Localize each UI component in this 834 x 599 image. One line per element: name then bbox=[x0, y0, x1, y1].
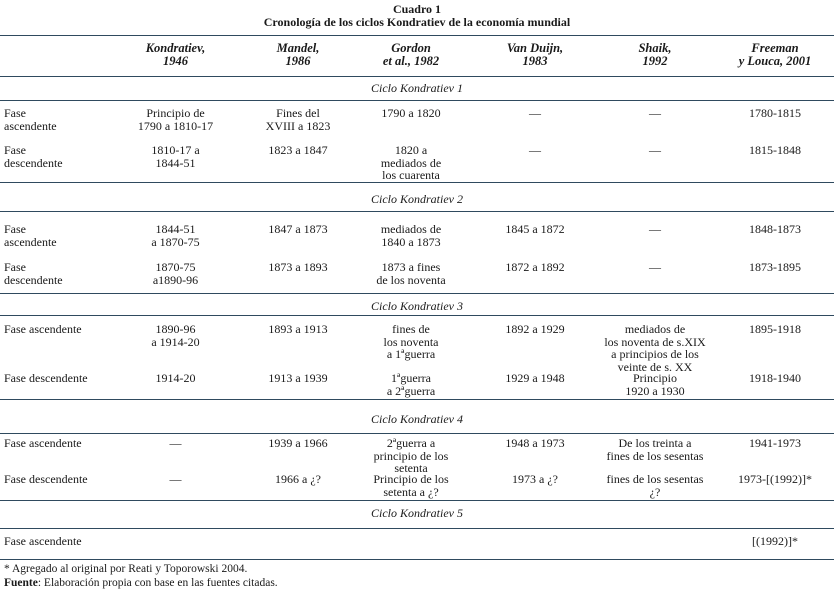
rule bbox=[0, 559, 834, 560]
table-cell: — bbox=[529, 143, 541, 157]
table-cell: 1893 a 1913 bbox=[268, 322, 328, 336]
cycle-heading: Ciclo Kondratiev 5 bbox=[371, 506, 463, 520]
table-cell: 1820 a mediados de los cuarenta bbox=[380, 143, 442, 182]
rule bbox=[0, 433, 834, 434]
phase-label: Fase ascendente bbox=[4, 222, 57, 249]
cycle-heading: Ciclo Kondratiev 2 bbox=[371, 192, 463, 206]
table-cell: Principio de los setenta a ¿? bbox=[373, 472, 449, 499]
source-note: Fuente: Elaboración propia con base en l… bbox=[4, 577, 278, 590]
cycle-heading: Ciclo Kondratiev 1 bbox=[371, 81, 463, 95]
table-cell: 1918-1940 bbox=[749, 371, 801, 385]
rule bbox=[0, 399, 834, 400]
table-cell: fines de los noventa a 1ªguerra bbox=[383, 322, 439, 361]
table-cell: fines de los sesentas ¿? bbox=[606, 472, 704, 499]
table-cell: 1890-96 a 1914-20 bbox=[151, 322, 200, 349]
table-cell: — bbox=[529, 106, 541, 120]
table-cell: 1823 a 1847 bbox=[268, 143, 328, 157]
table-cell: 1845 a 1872 bbox=[505, 222, 565, 236]
table-cell: 1973 a ¿? bbox=[512, 472, 558, 486]
column-header: Gordon et al., 1982 bbox=[382, 41, 440, 68]
column-header: Kondratiev, 1946 bbox=[145, 41, 206, 68]
table-cell: 1ªguerra a 2ªguerra bbox=[386, 371, 436, 398]
rule bbox=[0, 315, 834, 316]
table-number: Cuadro 1 bbox=[392, 2, 442, 16]
phase-label: Fase descendente bbox=[4, 472, 88, 486]
table-cell: [(1992)]* bbox=[752, 534, 798, 548]
phase-label: Fase ascendente bbox=[4, 534, 82, 548]
source-label: Fuente bbox=[4, 577, 38, 589]
rule bbox=[0, 100, 834, 101]
phase-label: Fase descendente bbox=[4, 143, 63, 170]
footnote: * Agregado al original por Reati y Topor… bbox=[4, 563, 248, 575]
table-cell: mediados de 1840 a 1873 bbox=[380, 222, 442, 249]
rule bbox=[0, 76, 834, 77]
table-cell: De los treinta a fines de los sesentas bbox=[606, 436, 704, 463]
table-cell: 2ªguerra a principio de los setenta bbox=[373, 436, 449, 475]
rule bbox=[0, 211, 834, 212]
table-cell: 1844-51 a 1870-75 bbox=[151, 222, 200, 249]
table-cell: — bbox=[649, 143, 661, 157]
phase-label: Fase descendente bbox=[4, 371, 88, 385]
table-cell: 1780-1815 bbox=[749, 106, 801, 120]
table-cell: 1848-1873 bbox=[749, 222, 801, 236]
table-cell: 1913 a 1939 bbox=[268, 371, 328, 385]
table-cell: 1873-1895 bbox=[749, 260, 801, 274]
table-cell: 1810-17 a 1844-51 bbox=[151, 143, 200, 170]
source-text: : Elaboración propia con base en las fue… bbox=[37, 577, 278, 589]
rule bbox=[0, 182, 834, 183]
table-cell: 1892 a 1929 bbox=[505, 322, 565, 336]
column-header: Freeman y Louca, 2001 bbox=[738, 41, 812, 68]
rule bbox=[0, 528, 834, 529]
table-cell: Principio de 1790 a 1810-17 bbox=[137, 106, 214, 133]
table-cell: 1966 a ¿? bbox=[275, 472, 321, 486]
table-cell: 1914-20 bbox=[155, 371, 196, 385]
table-cell: Fines del XVIII a 1823 bbox=[265, 106, 331, 133]
phase-label: Fase ascendente bbox=[4, 322, 82, 336]
table-cell: 1873 a 1893 bbox=[268, 260, 328, 274]
column-header: Van Duijn, 1983 bbox=[506, 41, 564, 68]
table-cell: 1973-[(1992)]* bbox=[738, 472, 812, 486]
cycle-heading: Ciclo Kondratiev 4 bbox=[371, 412, 463, 426]
table-cell: 1872 a 1892 bbox=[505, 260, 565, 274]
rule bbox=[0, 35, 834, 36]
table-cell: Principio 1920 a 1930 bbox=[625, 371, 685, 398]
rule bbox=[0, 500, 834, 501]
table-cell: 1870-75 a1890-96 bbox=[152, 260, 199, 287]
table-cell: 1873 a fines de los noventa bbox=[376, 260, 446, 287]
table-cell: 1815-1848 bbox=[749, 143, 801, 157]
table-cell: — bbox=[649, 260, 661, 274]
table-title: Cronología de los ciclos Kondratiev de l… bbox=[263, 15, 571, 29]
table-cell: 1941-1973 bbox=[749, 436, 801, 450]
table-cell: — bbox=[169, 436, 182, 450]
column-header: Mandel, 1986 bbox=[276, 41, 320, 68]
table-cell: — bbox=[649, 106, 661, 120]
table-cell: — bbox=[649, 222, 661, 236]
table-cell: 1895-1918 bbox=[749, 322, 801, 336]
table-cell: 1948 a 1973 bbox=[505, 436, 565, 450]
phase-label: Fase ascendente bbox=[4, 106, 57, 133]
column-header: Shaik, 1992 bbox=[638, 41, 672, 68]
table-cell: — bbox=[169, 472, 182, 486]
table-cell: mediados de los noventa de s.XIX a princ… bbox=[604, 322, 706, 374]
table-cell: 1790 a 1820 bbox=[381, 106, 441, 120]
phase-label: Fase descendente bbox=[4, 260, 63, 287]
cycle-heading: Ciclo Kondratiev 3 bbox=[371, 299, 463, 313]
phase-label: Fase ascendente bbox=[4, 436, 82, 450]
table-cell: 1929 a 1948 bbox=[505, 371, 565, 385]
table-cell: 1847 a 1873 bbox=[268, 222, 328, 236]
rule bbox=[0, 293, 834, 294]
table-cell: 1939 a 1966 bbox=[268, 436, 328, 450]
